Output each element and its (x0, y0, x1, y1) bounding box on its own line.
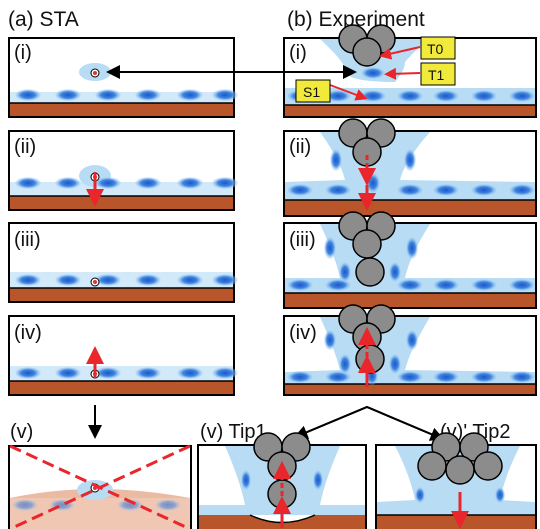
exp-panel-iv: (iv) (283, 304, 537, 396)
density-blob (15, 177, 41, 189)
density-blob (177, 274, 203, 286)
t1-label: T1 (428, 67, 445, 83)
density-blob (15, 274, 41, 286)
density-blob (397, 184, 423, 196)
density-blob (155, 499, 181, 511)
sta-label-iii: (iii) (14, 229, 41, 251)
density-blob (325, 90, 351, 102)
exp-label-iv: (iv) (289, 322, 317, 344)
density-blob (212, 274, 238, 286)
exp-panel-iii: (iii) (283, 211, 537, 309)
density-blob (325, 184, 351, 196)
density-blob (212, 177, 238, 189)
density-blob (135, 89, 161, 101)
density-blob (55, 274, 81, 286)
sta-label-v: (v) (10, 421, 33, 443)
density-blob (55, 177, 81, 189)
density-blob (509, 90, 535, 102)
sta-header: (a) STA (8, 8, 79, 31)
density-blob (95, 177, 121, 189)
density-blob (95, 89, 121, 101)
density-blob (15, 367, 41, 379)
density-blob (509, 371, 535, 383)
density-blob (433, 371, 459, 383)
tip2-label: (v)' Tip2 (440, 421, 511, 443)
t0-label: T0 (427, 41, 444, 57)
density-blob (433, 90, 459, 102)
density-blob (135, 367, 161, 379)
density-blob (12, 499, 38, 511)
sta-label-i: (i) (14, 42, 32, 64)
experiment-header: (b) Experiment (287, 8, 425, 31)
density-blob (135, 274, 161, 286)
density-blob (177, 367, 203, 379)
density-blob (287, 184, 313, 196)
density-blob (177, 89, 203, 101)
density-blob (325, 371, 351, 383)
tip1-label: (v) Tip1 (200, 421, 267, 443)
density-blob (117, 499, 143, 511)
density-blob (397, 371, 423, 383)
exp-label-ii: (ii) (289, 136, 311, 158)
density-blob (287, 279, 313, 291)
density-blob (433, 279, 459, 291)
tip2-panel: (v)' Tip2 (375, 421, 537, 529)
sta-panel-ii: (ii) (8, 130, 238, 211)
density-blob (360, 90, 386, 102)
sta-panel-iii: (iii) (8, 222, 238, 303)
density-blob (212, 89, 238, 101)
density-blob (471, 184, 497, 196)
exp-panel-i: T0 T1 S1 (i) (283, 24, 537, 118)
density-blob (177, 177, 203, 189)
density-blob (433, 184, 459, 196)
exp-label-iii: (iii) (289, 229, 316, 251)
density-blob (397, 90, 423, 102)
density-blob (212, 367, 238, 379)
density-blob (15, 89, 41, 101)
density-blob (55, 89, 81, 101)
density-blob (509, 279, 535, 291)
density-blob (135, 177, 161, 189)
sta-label-ii: (ii) (14, 136, 36, 158)
sta-panel-v: (v) (8, 421, 192, 529)
exp-panel-ii: (ii) (283, 118, 537, 217)
density-blob (287, 371, 313, 383)
tip1-panel: (v) Tip1 (197, 421, 367, 529)
sta-label-iv: (iv) (14, 322, 42, 344)
density-blob (95, 367, 121, 379)
exp-label-i: (i) (289, 42, 307, 64)
sta-panel-i: (i) (8, 37, 238, 118)
density-blob (471, 90, 497, 102)
s1-label: S1 (303, 84, 320, 100)
sta-panel-iv: (iv) (8, 315, 238, 396)
density-blob (95, 274, 121, 286)
density-blob (471, 371, 497, 383)
branch-arrows (299, 405, 439, 438)
density-blob (397, 279, 423, 291)
density-blob (55, 367, 81, 379)
density-blob (325, 279, 351, 291)
density-blob (471, 279, 497, 291)
density-blob (509, 184, 535, 196)
